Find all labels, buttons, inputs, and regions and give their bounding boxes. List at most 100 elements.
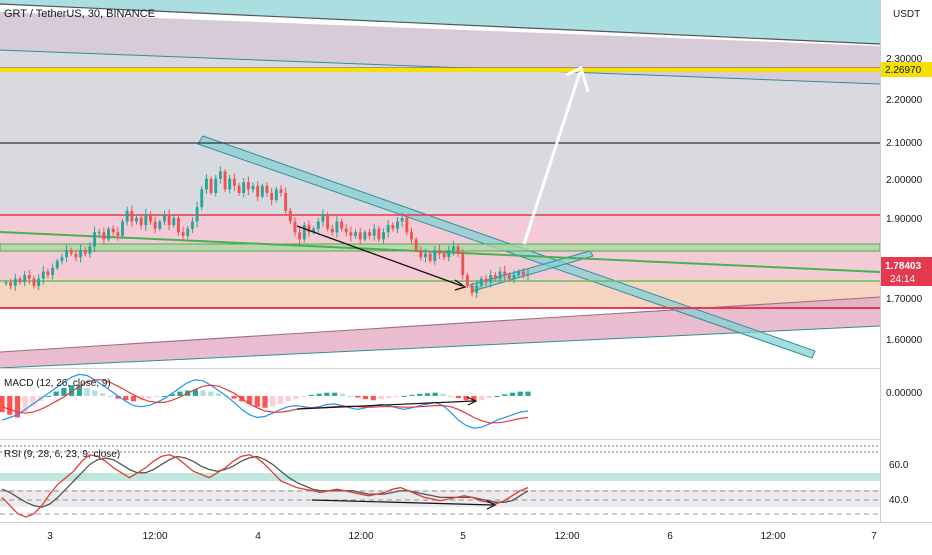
candle — [37, 274, 41, 291]
candle-body — [149, 214, 152, 222]
candle-body — [214, 178, 218, 193]
candle — [65, 245, 69, 263]
lower-channel-bottom-edge — [0, 325, 880, 368]
symbol-title: GRT / TetherUS, 30, BINANCE — [4, 8, 155, 20]
green-band — [0, 243, 880, 252]
candle-body — [391, 225, 395, 229]
candle — [503, 265, 507, 281]
macd-histogram-bar — [378, 395, 384, 400]
macd-histogram-bar — [99, 393, 106, 396]
x-tick-day-6: 6 — [667, 531, 673, 542]
candle — [116, 227, 120, 241]
lower-pink-channel — [0, 297, 880, 368]
candle — [46, 268, 50, 279]
macd-histogram-bar — [324, 392, 330, 396]
candle-body — [288, 210, 292, 222]
x-tick-day-7: 7 — [871, 531, 877, 542]
macd-pane[interactable]: MACD (12, 26, close, 9) — [0, 369, 880, 439]
candle-body — [298, 232, 302, 240]
macd-histogram-bar — [502, 394, 508, 396]
candle-body — [270, 192, 274, 201]
price-pane[interactable]: GRT / TetherUS, 30, BINANCE — [0, 0, 880, 368]
candle — [349, 226, 353, 242]
candle — [279, 185, 283, 197]
macd-histogram-bar — [401, 395, 407, 397]
macd-histogram-bar — [254, 395, 260, 407]
macd-histogram-bar — [478, 395, 485, 401]
candle-body — [111, 228, 115, 233]
candle-body — [498, 271, 502, 279]
rsi-pane[interactable]: RSI (9, 28, 6, 23, 9, close) — [0, 440, 880, 522]
candle-body — [116, 232, 120, 236]
candle-body — [363, 232, 367, 240]
divergence-arrow-head — [454, 279, 467, 291]
candle — [27, 269, 31, 285]
candles — [4, 166, 530, 298]
candle — [330, 224, 334, 237]
rsi-divergence-line — [311, 499, 494, 506]
macd-histogram-bar — [494, 395, 500, 397]
candle-body — [9, 282, 13, 286]
candle — [521, 267, 525, 279]
candle-body — [512, 275, 516, 279]
candle-body — [177, 217, 180, 233]
candle — [242, 177, 246, 198]
macd-histogram-bar — [0, 395, 5, 413]
candle — [316, 217, 320, 233]
candle — [260, 183, 264, 199]
candle-body — [340, 221, 344, 229]
candle-body — [172, 217, 176, 226]
candle — [475, 280, 479, 298]
candle-body — [507, 275, 511, 279]
candle — [321, 209, 325, 227]
candle — [451, 240, 455, 256]
currency-label: USDT — [893, 9, 920, 20]
candle-body — [125, 210, 129, 222]
candle-body — [307, 225, 311, 233]
candle-body — [438, 250, 441, 254]
candle — [447, 245, 451, 262]
candle-body — [139, 217, 143, 226]
candle — [223, 168, 227, 192]
candle-body — [279, 189, 283, 193]
candle-body — [447, 250, 451, 258]
candle — [135, 215, 138, 225]
candle — [83, 247, 87, 257]
time-axis[interactable]: 3 12:00 4 12:00 5 12:00 6 12:00 7 — [0, 522, 932, 550]
candle — [102, 227, 106, 245]
candle — [293, 217, 297, 237]
candle — [405, 214, 409, 236]
macd-histogram-bar — [432, 392, 438, 396]
x-tick-day-5: 5 — [460, 531, 466, 542]
rsi-tick-60: 60.0 — [889, 460, 909, 471]
upper-channel-edge — [0, 3, 880, 45]
macd-histogram-bar — [115, 395, 121, 399]
y-tick-1-70: 1.70000 — [886, 294, 923, 305]
candle — [274, 186, 278, 203]
macd-histogram-bar — [277, 395, 284, 404]
candle-body — [354, 232, 357, 236]
candle-body — [65, 250, 69, 258]
candle-body — [293, 221, 297, 233]
price-scale[interactable]: USDT 2.30000 2.20000 2.10000 2.00000 1.9… — [880, 0, 932, 522]
x-tick-day-3: 3 — [47, 531, 53, 542]
macd-histogram-bar — [509, 392, 516, 396]
target-price-value: 2.26970 — [885, 65, 922, 76]
y-tick-1-60: 1.60000 — [886, 335, 923, 346]
macd-histogram-bar — [169, 393, 175, 396]
candle-body — [312, 228, 316, 233]
rsi-label: RSI (9, 28, 6, 23, 9, close) — [4, 449, 120, 460]
rsi-gray-band — [0, 490, 880, 507]
candle-body — [51, 267, 55, 276]
candle-body — [260, 185, 264, 197]
candle-body — [190, 221, 194, 229]
macd-histogram-bar — [69, 385, 75, 396]
candle-body — [456, 246, 460, 254]
candle — [214, 175, 218, 197]
y-tick-2-30: 2.30000 — [886, 54, 923, 65]
macd-histogram-bar — [370, 395, 376, 401]
candle — [461, 249, 465, 280]
candle-body — [107, 228, 110, 240]
lower-channel-top-edge — [0, 296, 880, 353]
